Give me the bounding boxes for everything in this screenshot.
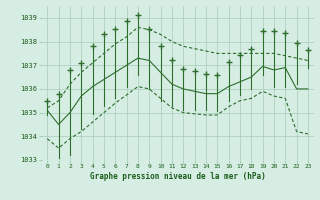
X-axis label: Graphe pression niveau de la mer (hPa): Graphe pression niveau de la mer (hPa) (90, 172, 266, 181)
